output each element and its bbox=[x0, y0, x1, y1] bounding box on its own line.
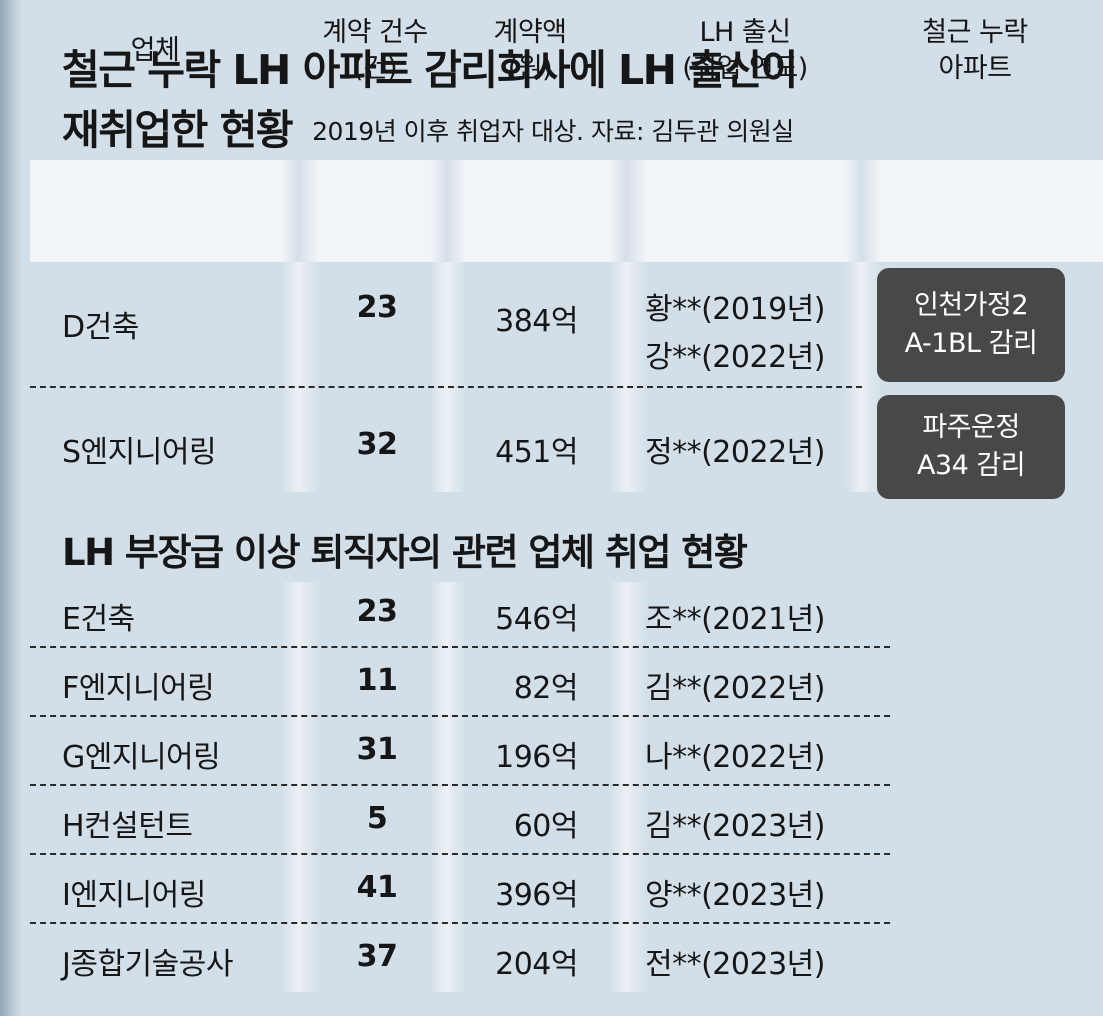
column-strip bbox=[282, 582, 318, 992]
header-amount: 계약액 (원) bbox=[450, 0, 610, 102]
header-apt-unit: 아파트 bbox=[938, 53, 1012, 84]
header-amount-unit: (원) bbox=[507, 53, 553, 84]
apt-badge-line: A-1BL 감리 bbox=[904, 328, 1038, 359]
company-name: G엔지니어링 bbox=[62, 740, 221, 775]
contract-amount: 451억 bbox=[495, 435, 578, 470]
column-strip bbox=[610, 160, 646, 262]
lh-hire: 양**(2023년) bbox=[645, 878, 825, 913]
column-strip bbox=[430, 582, 466, 992]
table-header bbox=[30, 160, 1103, 262]
row-divider bbox=[30, 646, 890, 648]
header-count: 계약 건수 (건) bbox=[300, 0, 450, 102]
row-divider bbox=[30, 386, 862, 388]
row-divider bbox=[30, 922, 890, 924]
contract-count: 41 bbox=[356, 870, 398, 905]
company-name: D건축 bbox=[62, 310, 139, 345]
header-apt-label: 철근 누락 bbox=[922, 17, 1028, 48]
contract-amount: 384억 bbox=[495, 304, 578, 339]
column-strip bbox=[610, 262, 646, 492]
row-divider bbox=[30, 853, 890, 855]
apt-badge: 파주운정 A34 감리 bbox=[877, 395, 1065, 499]
column-strip bbox=[610, 582, 646, 992]
company-name: I엔지니어링 bbox=[62, 878, 206, 913]
header-lh-label: LH 출신 bbox=[699, 17, 791, 48]
main-title-line2: 재취업한 현황 2019년 이후 취업자 대상. 자료: 김두관 의원실 bbox=[62, 96, 794, 156]
main-title-line1: 철근 누락 LH 아파트 감리회사에 LH 출신이 bbox=[62, 46, 798, 94]
contract-count: 23 bbox=[356, 594, 398, 629]
apt-badge-line: 파주운정 bbox=[922, 412, 1020, 443]
contract-amount: 82억 bbox=[513, 671, 579, 706]
contract-count: 32 bbox=[356, 427, 398, 462]
main-title-line2-text: 재취업한 현황 bbox=[62, 106, 294, 154]
header-lh: LH 출신 (취업 연도) bbox=[630, 0, 860, 102]
column-strip bbox=[845, 262, 881, 492]
header-amount-label: 계약액 bbox=[493, 17, 567, 48]
contract-count: 37 bbox=[356, 939, 398, 974]
header-apt: 철근 누락 아파트 bbox=[880, 0, 1070, 102]
apt-badge: 인천가정2 A-1BL 감리 bbox=[877, 268, 1065, 382]
column-strip bbox=[430, 262, 466, 492]
header-company-label: 업체 bbox=[130, 35, 180, 66]
contract-amount: 396억 bbox=[495, 878, 578, 913]
lh-hire: 강**(2022년) bbox=[645, 340, 825, 375]
lh-hire: 김**(2023년) bbox=[645, 809, 825, 844]
company-name: H컨설턴트 bbox=[62, 809, 193, 844]
contract-amount: 196억 bbox=[495, 740, 578, 775]
company-name: F엔지니어링 bbox=[62, 671, 215, 706]
subtitle-source: 2019년 이후 취업자 대상. 자료: 김두관 의원실 bbox=[312, 117, 794, 146]
contract-count: 23 bbox=[356, 290, 398, 325]
company-name: S엔지니어링 bbox=[62, 435, 217, 470]
apt-badge-line: A34 감리 bbox=[916, 450, 1026, 481]
header-company: 업체 bbox=[30, 0, 280, 102]
section2-title: LH 부장급 이상 퇴직자의 관련 업체 취업 현황 bbox=[62, 531, 748, 574]
lh-hire: 조**(2021년) bbox=[645, 602, 825, 637]
company-name: E건축 bbox=[62, 602, 135, 637]
lh-hire: 김**(2022년) bbox=[645, 671, 825, 706]
lh-hire: 정**(2022년) bbox=[645, 435, 825, 470]
header-count-unit: (건) bbox=[352, 53, 398, 84]
contract-amount: 204억 bbox=[495, 947, 578, 982]
left-edge-decoration bbox=[0, 0, 22, 1016]
contract-amount: 546억 bbox=[495, 602, 578, 637]
lh-hire: 황**(2019년) bbox=[645, 292, 825, 327]
contract-count: 5 bbox=[366, 801, 388, 836]
apt-badge-line: 인천가정2 bbox=[913, 290, 1029, 321]
header-count-label: 계약 건수 bbox=[322, 17, 428, 48]
column-strip bbox=[845, 160, 881, 262]
column-strip bbox=[282, 262, 318, 492]
contract-count: 11 bbox=[356, 663, 398, 698]
row-divider bbox=[30, 715, 890, 717]
lh-hire: 전**(2023년) bbox=[645, 947, 825, 982]
company-name: J종합기술공사 bbox=[62, 947, 233, 982]
header-lh-unit: (취업 연도) bbox=[682, 53, 808, 84]
lh-hire: 나**(2022년) bbox=[645, 740, 825, 775]
column-strip bbox=[430, 160, 466, 262]
column-strip bbox=[282, 160, 318, 262]
contract-count: 31 bbox=[356, 732, 398, 767]
row-divider bbox=[30, 784, 890, 786]
contract-amount: 60억 bbox=[513, 809, 579, 844]
